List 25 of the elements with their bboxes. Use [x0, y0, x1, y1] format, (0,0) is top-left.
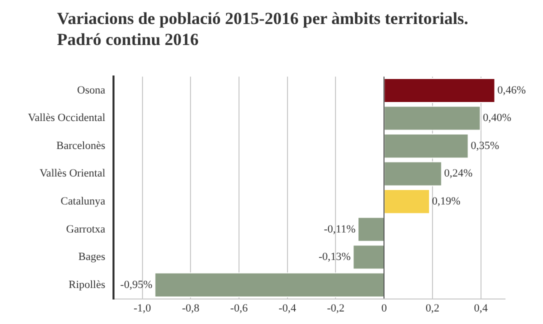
y-tick-label: Catalunya: [60, 195, 106, 208]
data-label: -0,11%: [324, 223, 356, 236]
x-tick-label: -0,4: [278, 302, 297, 314]
data-label: 0,40%: [482, 112, 512, 124]
data-label: 0,19%: [432, 195, 460, 208]
chart-title: Variacions de població 2015-2016 per àmbits territorials. Padró continu 2016: [57, 8, 470, 50]
y-tick-label: Barcelonès: [56, 140, 106, 152]
x-tick-label: 0,4: [474, 302, 488, 314]
x-tick-label: -0,2: [327, 302, 344, 314]
data-label: 0,24%: [444, 168, 473, 180]
data-label: -0,13%: [318, 251, 351, 264]
y-tick-label: Bages: [78, 251, 106, 264]
y-tick-label: Vallès Occidental: [28, 112, 106, 124]
y-tick-label: Osona: [77, 84, 106, 96]
data-label: 0,46%: [497, 84, 526, 96]
x-tick-label: 0,2: [426, 302, 440, 314]
y-tick-label: Garrotxa: [66, 223, 106, 236]
data-label: -0,95%: [120, 278, 152, 291]
x-tick-label: 0: [381, 302, 388, 314]
x-tick-label: -0,8: [182, 302, 200, 314]
x-tick-label: -0,6: [230, 302, 248, 314]
x-tick-label: -1,0: [134, 302, 152, 314]
y-tick-label: Vallès Oriental: [40, 168, 106, 180]
data-label: 0,35%: [470, 140, 500, 152]
y-tick-label: Ripollès: [68, 278, 106, 291]
